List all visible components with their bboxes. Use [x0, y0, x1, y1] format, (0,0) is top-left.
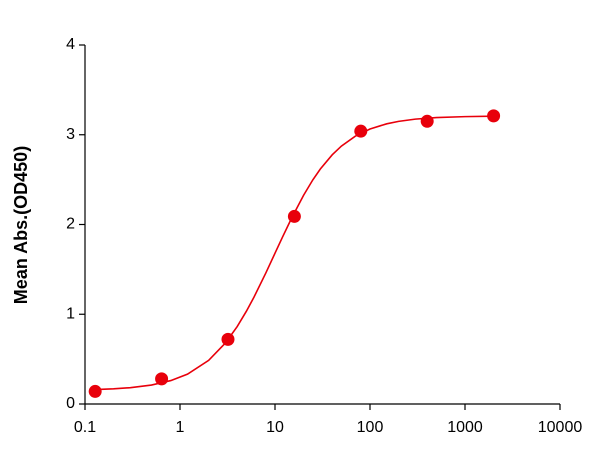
- y-tick-label: 2: [66, 216, 75, 233]
- y-tick-label: 4: [66, 36, 75, 53]
- data-point: [88, 384, 102, 398]
- x-tick-label: 10: [266, 419, 284, 436]
- data-point: [487, 109, 501, 123]
- fit-curve: [95, 115, 494, 391]
- x-tick-label: 0.1: [74, 419, 96, 436]
- y-tick-label: 0: [66, 395, 75, 412]
- x-tick-label: 10000: [538, 419, 583, 436]
- data-point: [155, 372, 169, 386]
- data-point: [287, 209, 301, 223]
- y-tick-label: 3: [66, 126, 75, 143]
- x-tick-label: 1: [176, 419, 185, 436]
- data-point: [354, 124, 368, 138]
- y-axis-label: Mean Abs.(OD450): [11, 146, 31, 304]
- data-point: [221, 332, 235, 346]
- data-point: [420, 114, 434, 128]
- x-tick-label: 100: [357, 419, 384, 436]
- y-tick-label: 1: [66, 305, 75, 322]
- x-tick-label: 1000: [447, 419, 483, 436]
